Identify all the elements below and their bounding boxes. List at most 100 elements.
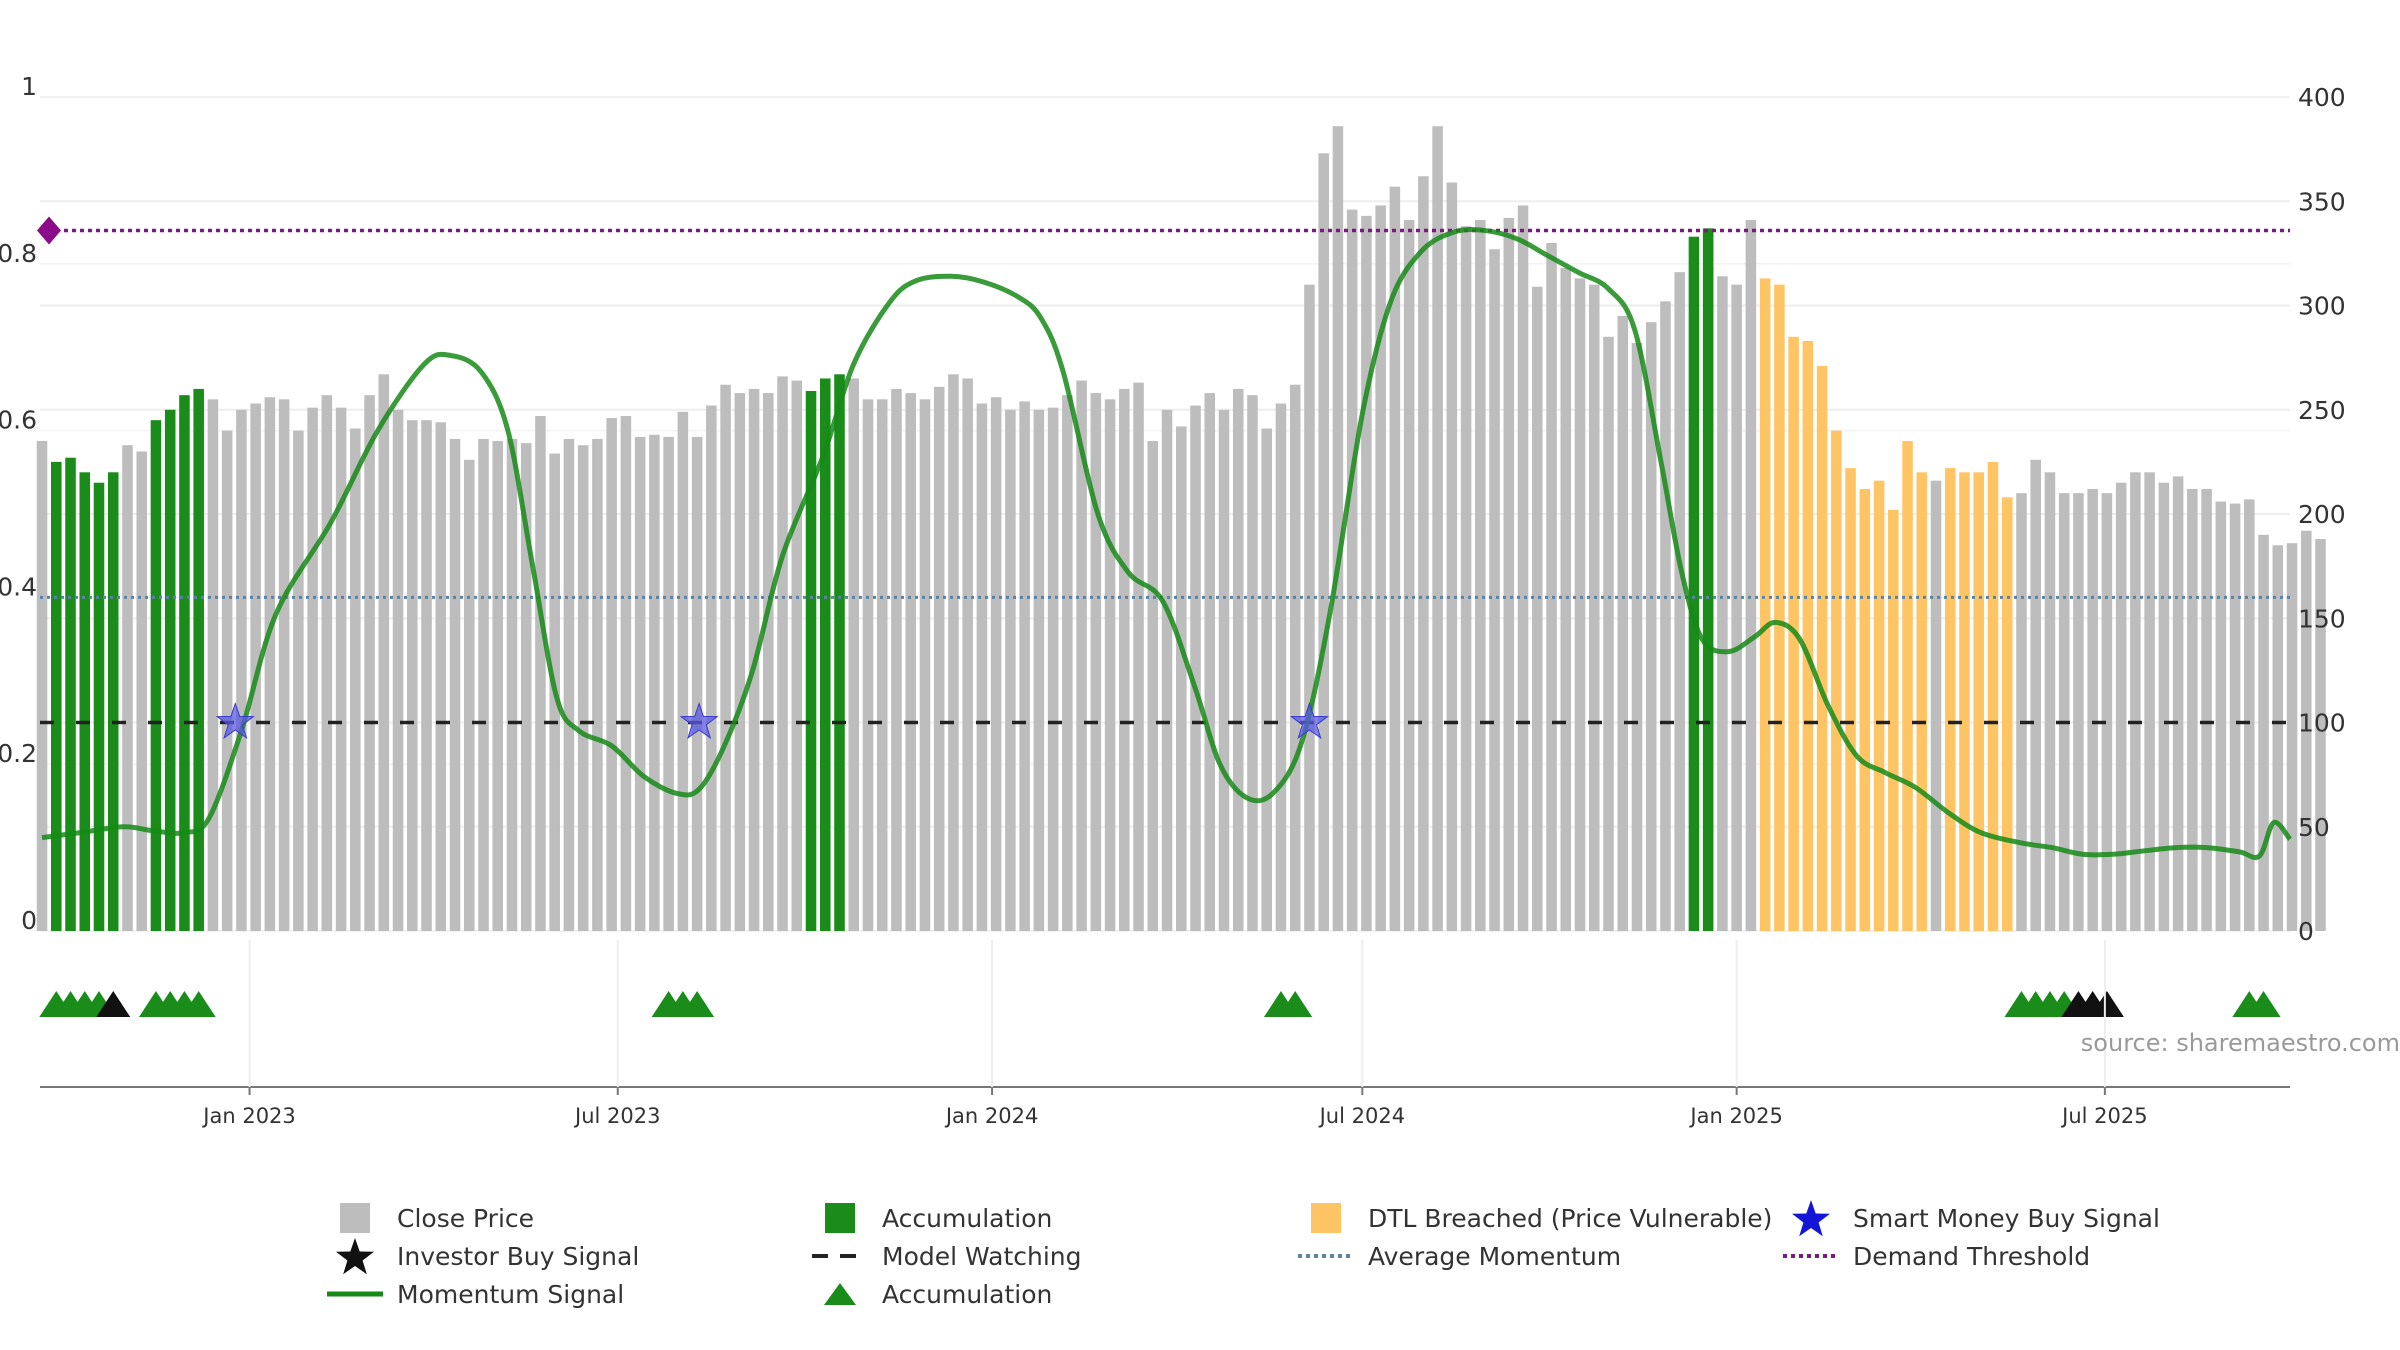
price-bar <box>1147 441 1159 931</box>
price-bar <box>791 380 803 931</box>
price-bar <box>891 388 902 931</box>
price-bar <box>378 374 390 931</box>
price-bar <box>2101 493 2113 931</box>
orange-square-icon <box>1296 1200 1356 1236</box>
price-bar <box>2172 476 2184 931</box>
price-bar <box>520 443 532 931</box>
price-bar <box>1289 384 1301 932</box>
price-bar <box>407 420 418 931</box>
price-bar <box>1418 176 1429 932</box>
price-bar <box>321 395 333 931</box>
price-bar <box>976 403 988 931</box>
legend-label: Investor Buy Signal <box>397 1241 640 1271</box>
price-bar <box>392 409 404 931</box>
price-bar <box>2215 501 2227 931</box>
x-axis-tick-label: Jan 2023 <box>201 1104 296 1128</box>
price-bar <box>990 397 1002 931</box>
price-bar <box>634 436 646 931</box>
price-bar <box>1916 472 1928 931</box>
right-axis: 0 50 100 150 200 250 300 350 400 <box>2298 83 2346 946</box>
left-axis-tick-label: 1 <box>21 72 37 101</box>
price-bar <box>435 422 447 931</box>
legend-item-model-watching: Model Watching <box>810 1238 1082 1274</box>
price-bar <box>2144 472 2155 931</box>
price-bar <box>2201 488 2212 931</box>
gray-square-icon <box>325 1200 385 1236</box>
price-bar <box>663 436 674 931</box>
legend-item-investor-buy: Investor Buy Signal <box>325 1238 640 1275</box>
price-bar <box>1346 209 1358 932</box>
price-bar <box>2187 488 2198 931</box>
smart-money-stars <box>215 701 1329 740</box>
price-bar <box>2058 493 2070 931</box>
blue-star-icon <box>1781 1200 1841 1237</box>
legend: Close Price Accumulation DTL Breached (P… <box>0 1195 2400 1345</box>
legend-label: Close Price <box>397 1203 535 1233</box>
right-axis-tick-label: 300 <box>2298 292 2346 321</box>
right-axis-tick-label: 200 <box>2298 500 2346 529</box>
smart-money-star <box>679 701 719 740</box>
price-bar <box>293 430 304 931</box>
price-bar <box>948 374 959 931</box>
price-bar <box>364 395 375 931</box>
price-bar <box>1774 284 1785 931</box>
price-bar <box>1361 215 1372 932</box>
price-bar <box>1588 284 1600 931</box>
price-bar <box>1375 205 1386 932</box>
right-axis-tick-label: 100 <box>2298 709 2346 738</box>
left-axis-tick-label: 0.2 <box>0 739 37 768</box>
legend-item-close-price: Close Price <box>325 1200 534 1236</box>
price-bar <box>2258 534 2269 931</box>
right-axis-tick-label: 250 <box>2298 396 2346 425</box>
price-bar <box>1090 393 1102 931</box>
price-bar <box>1859 488 1871 931</box>
price-bar <box>1660 301 1671 932</box>
price-bar <box>1845 468 1856 931</box>
price-bar <box>2272 545 2284 931</box>
price-bar <box>193 388 204 931</box>
legend-item-accumulation: Accumulation <box>810 1200 1052 1236</box>
momentum-line <box>41 227 2292 861</box>
right-axis-tick-label: 150 <box>2298 604 2346 633</box>
price-bar <box>2115 482 2127 931</box>
price-bar <box>1973 472 1985 931</box>
price-bar <box>221 430 233 931</box>
price-bar <box>1546 242 1557 931</box>
accumulation-triangle <box>2246 991 2281 1017</box>
legend-item-dtl-breached: DTL Breached (Price Vulnerable) <box>1296 1200 1772 1236</box>
left-axis-tick-label: 0.6 <box>0 406 37 435</box>
legend-label: Average Momentum <box>1368 1241 1622 1271</box>
momentum-signal <box>41 227 2292 861</box>
price-bar <box>421 420 432 931</box>
price-bar <box>250 403 261 931</box>
price-bar <box>2315 539 2326 931</box>
price-bar <box>1930 480 1942 931</box>
accumulation-triangle <box>680 991 715 1017</box>
price-bar <box>876 399 888 931</box>
price-bar <box>1873 480 1885 931</box>
price-bar <box>1261 428 1272 931</box>
price-bar <box>1517 205 1529 932</box>
black-dash-line-icon <box>810 1238 870 1274</box>
legend-label: Smart Money Buy Signal <box>1853 1203 2160 1233</box>
legend-item-accumulation-triangle: Accumulation <box>810 1276 1052 1312</box>
price-bar <box>2001 497 2013 931</box>
price-bars <box>36 126 2326 932</box>
demand-threshold-marker <box>37 216 61 245</box>
price-bar <box>1232 388 1244 931</box>
price-bar <box>122 445 133 931</box>
price-bar <box>1119 388 1130 931</box>
price-bar <box>1603 336 1614 931</box>
reference-lines <box>37 216 2290 725</box>
price-bar <box>2073 493 2084 931</box>
price-bar <box>79 472 91 931</box>
blue-dotted-line-icon <box>1296 1238 1356 1274</box>
price-bar <box>1489 249 1500 931</box>
smart-money-star <box>1289 701 1329 740</box>
price-bar <box>1816 365 1828 932</box>
price-bar <box>136 451 147 931</box>
price-bar <box>1318 153 1329 932</box>
right-axis-tick-label: 400 <box>2298 83 2346 112</box>
legend-label: Accumulation <box>882 1203 1053 1233</box>
legend-label: Momentum Signal <box>397 1279 625 1309</box>
